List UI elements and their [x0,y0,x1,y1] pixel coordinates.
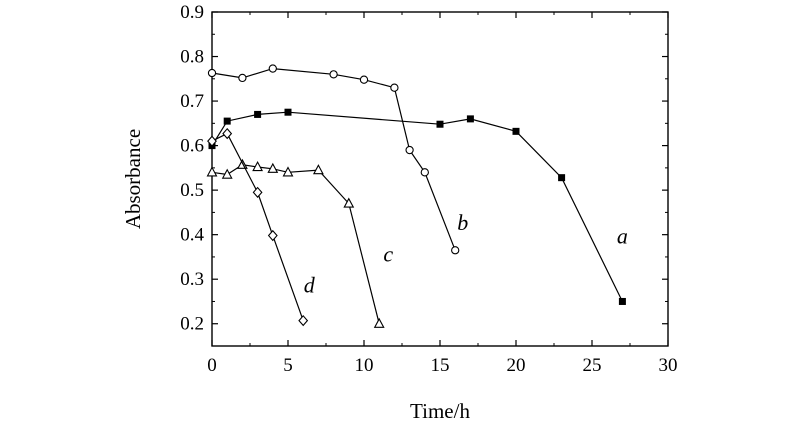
data-point [254,110,262,118]
data-point [436,120,444,128]
y-tick-label: 0.6 [180,136,204,157]
data-point [206,166,218,177]
y-tick-label: 0.7 [180,91,204,112]
x-tick-label: 30 [659,355,678,376]
data-point [451,246,460,255]
y-tick-label: 0.2 [180,314,204,335]
data-point [373,317,385,328]
x-tick-label: 20 [507,355,526,376]
series-d [207,127,309,327]
x-tick-label: 0 [207,355,217,376]
data-point [558,174,566,182]
data-point [512,127,520,135]
data-point [618,297,626,305]
series-layer [206,64,626,328]
series-label-a: a [617,224,628,249]
plot-frame [211,11,669,347]
data-point [267,229,278,242]
data-point [343,197,355,208]
series-line-b [211,67,456,251]
series-label-b: b [457,210,468,235]
data-point [221,168,233,179]
data-point [466,115,474,123]
y-tick-label: 0.3 [180,269,204,290]
data-point [359,75,369,84]
x-axis-title: Time/h [410,399,470,423]
y-tick-label: 0.9 [180,2,204,23]
series-b [207,64,460,255]
data-point [390,83,399,92]
series-line-a [211,111,623,302]
series-a [208,108,626,305]
data-point [252,186,263,198]
labels-layer: a b c d [304,210,628,297]
y-tick-label: 0.4 [180,225,204,246]
data-point [312,164,324,175]
data-point [405,145,414,155]
y-axis-title: Absorbance [121,129,145,229]
data-point [329,70,338,79]
data-point [267,162,279,173]
series-label-c: c [383,241,393,266]
data-point [420,168,429,177]
data-point [207,68,217,78]
data-point [238,73,247,83]
axis-ticks: 0 5 10 15 20 25 30 0.2 0.3 0.4 0.5 0.6 0.7 0.8 0.9 [180,2,677,376]
data-point [207,135,217,147]
data-point [284,108,292,116]
x-tick-label: 10 [355,355,374,376]
plot-border [211,11,669,347]
x-tick-label: 5 [283,355,293,376]
data-point [252,161,264,172]
data-point [223,117,231,125]
data-point [222,127,233,140]
x-tick-label: 25 [583,355,602,376]
series-c [206,158,385,328]
y-tick-label: 0.5 [180,180,204,201]
x-tick-label: 15 [431,355,450,376]
data-point [268,64,277,73]
data-point [282,166,294,177]
series-label-d: d [304,273,316,298]
data-point [298,314,309,327]
y-tick-label: 0.8 [180,47,204,68]
